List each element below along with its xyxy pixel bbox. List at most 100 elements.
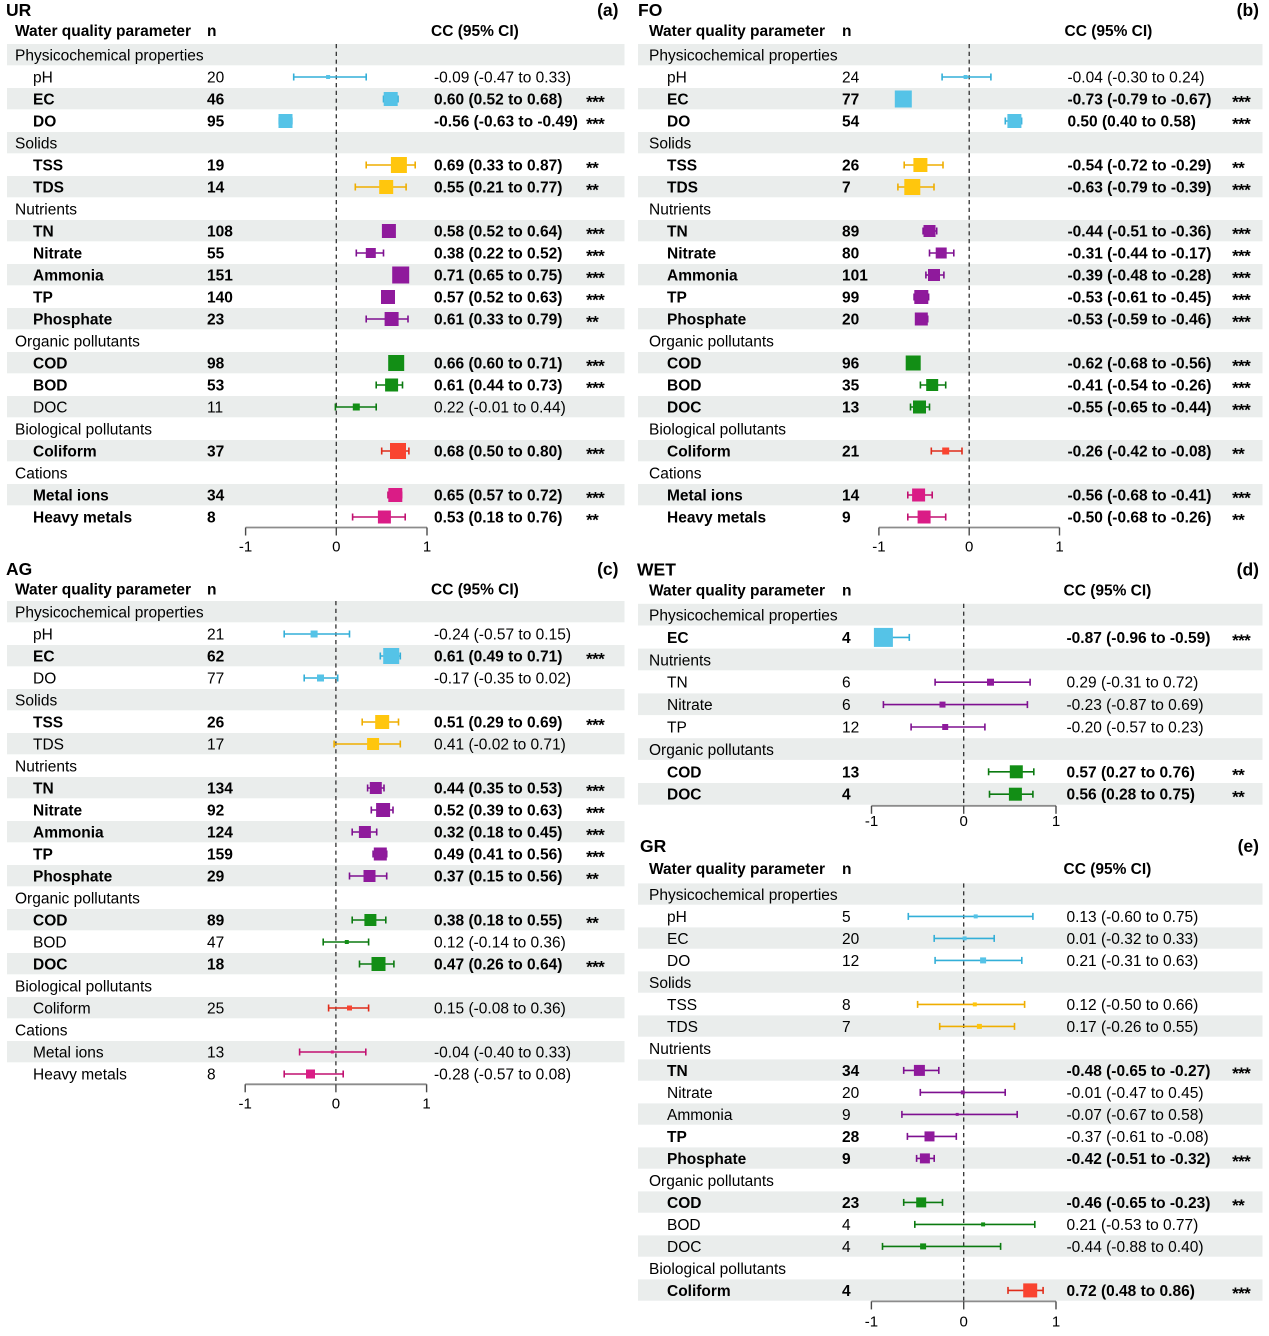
svg-text:1: 1 (423, 539, 431, 556)
svg-text:Cations: Cations (649, 466, 702, 483)
svg-text:n: n (842, 583, 851, 600)
svg-text:*: * (586, 247, 593, 266)
svg-text:-0.26 (-0.42 to -0.08): -0.26 (-0.42 to -0.08) (1068, 444, 1212, 461)
svg-text:DOC: DOC (667, 400, 701, 417)
svg-text:*: * (598, 93, 605, 112)
svg-text:-0.42 (-0.51 to -0.32): -0.42 (-0.51 to -0.32) (1067, 1151, 1211, 1168)
svg-text:*: * (592, 511, 599, 530)
svg-text:18: 18 (207, 957, 225, 974)
svg-text:*: * (586, 804, 593, 823)
svg-text:-0.55 (-0.65 to -0.44): -0.55 (-0.65 to -0.44) (1068, 400, 1212, 417)
svg-text:*: * (598, 958, 605, 977)
svg-text:Water quality parameter: Water quality parameter (649, 583, 825, 600)
svg-text:*: * (1232, 401, 1239, 420)
svg-text:*: * (1244, 1284, 1251, 1303)
svg-text:-1: -1 (872, 539, 885, 556)
svg-text:*: * (1244, 247, 1251, 266)
svg-text:*: * (1238, 765, 1245, 784)
svg-text:-0.39 (-0.48 to -0.28): -0.39 (-0.48 to -0.28) (1068, 268, 1212, 285)
svg-text:*: * (1244, 631, 1251, 650)
svg-text:(c): (c) (597, 559, 618, 579)
svg-text:89: 89 (207, 913, 225, 930)
svg-text:*: * (598, 225, 605, 244)
svg-text:34: 34 (207, 488, 225, 505)
svg-text:34: 34 (842, 1063, 860, 1080)
svg-text:20: 20 (842, 312, 859, 329)
svg-text:n: n (842, 23, 851, 40)
svg-text:-0.09 (-0.47 to 0.33): -0.09 (-0.47 to 0.33) (434, 70, 571, 87)
svg-text:Physicochemical properties: Physicochemical properties (15, 605, 204, 622)
svg-text:Nitrate: Nitrate (667, 697, 713, 714)
svg-text:-0.46 (-0.65 to -0.23): -0.46 (-0.65 to -0.23) (1067, 1195, 1211, 1212)
svg-text:0.15 (-0.08 to 0.36): 0.15 (-0.08 to 0.36) (434, 1001, 566, 1018)
svg-text:COD: COD (667, 1195, 701, 1212)
svg-text:*: * (592, 159, 599, 178)
svg-text:EC: EC (667, 931, 689, 948)
svg-text:*: * (1232, 247, 1239, 266)
svg-text:20: 20 (842, 1085, 860, 1102)
svg-text:Nutrients: Nutrients (15, 202, 77, 219)
svg-text:*: * (1244, 313, 1251, 332)
svg-text:25: 25 (207, 1001, 224, 1018)
svg-text:Ammonia: Ammonia (33, 825, 104, 842)
svg-text:-0.56 (-0.63 to -0.49): -0.56 (-0.63 to -0.49) (434, 114, 578, 131)
svg-text:DO: DO (33, 671, 56, 688)
svg-text:-1: -1 (865, 1314, 878, 1331)
svg-text:DOC: DOC (33, 400, 67, 417)
svg-text:*: * (1238, 93, 1245, 112)
svg-text:-0.63 (-0.79 to -0.39): -0.63 (-0.79 to -0.39) (1068, 180, 1212, 197)
svg-text:*: * (598, 115, 605, 134)
svg-text:BOD: BOD (667, 1217, 701, 1234)
svg-text:Phosphate: Phosphate (33, 312, 113, 329)
svg-text:(e): (e) (1238, 836, 1259, 856)
svg-text:*: * (1232, 269, 1239, 288)
svg-text:*: * (592, 357, 599, 376)
svg-text:*: * (592, 225, 599, 244)
svg-text:-0.07 (-0.67 to 0.58): -0.07 (-0.67 to 0.58) (1067, 1107, 1204, 1124)
svg-text:Biological pollutants: Biological pollutants (15, 422, 152, 439)
svg-text:0: 0 (960, 813, 968, 830)
svg-text:COD: COD (667, 356, 701, 373)
svg-text:Water quality parameter: Water quality parameter (649, 23, 825, 40)
svg-text:*: * (1238, 1064, 1245, 1083)
svg-text:Cations: Cations (15, 1023, 68, 1040)
svg-text:Nitrate: Nitrate (33, 803, 82, 820)
svg-text:7: 7 (842, 180, 851, 197)
svg-text:*: * (586, 269, 593, 288)
svg-text:Coliform: Coliform (33, 444, 97, 461)
svg-text:DO: DO (667, 114, 690, 131)
svg-text:46: 46 (207, 92, 225, 109)
svg-text:11: 11 (207, 400, 223, 417)
svg-text:*: * (1232, 1284, 1239, 1303)
svg-text:*: * (1232, 115, 1239, 134)
svg-text:12: 12 (842, 720, 859, 737)
svg-text:-0.28 (-0.57 to 0.08): -0.28 (-0.57 to 0.08) (434, 1067, 571, 1084)
svg-text:DO: DO (33, 114, 56, 131)
svg-text:*: * (1238, 181, 1245, 200)
svg-text:*: * (1238, 159, 1245, 178)
svg-text:DOC: DOC (667, 1239, 701, 1256)
svg-text:TN: TN (667, 1063, 688, 1080)
svg-text:89: 89 (842, 224, 860, 241)
svg-text:21: 21 (207, 627, 224, 644)
svg-text:0.38 (0.22 to 0.52): 0.38 (0.22 to 0.52) (434, 246, 562, 263)
svg-text:*: * (592, 291, 599, 310)
svg-text:20: 20 (207, 70, 225, 87)
svg-text:*: * (598, 804, 605, 823)
svg-text:*: * (1238, 489, 1245, 508)
svg-text:-0.73 (-0.79 to -0.67): -0.73 (-0.79 to -0.67) (1068, 92, 1212, 109)
svg-text:*: * (1238, 291, 1245, 310)
svg-text:1: 1 (1055, 539, 1063, 556)
svg-text:*: * (598, 357, 605, 376)
svg-text:*: * (592, 489, 599, 508)
svg-text:*: * (592, 914, 599, 933)
svg-text:98: 98 (207, 356, 225, 373)
svg-text:14: 14 (207, 180, 225, 197)
svg-text:9: 9 (842, 1107, 851, 1124)
svg-text:0.49 (0.41 to 0.56): 0.49 (0.41 to 0.56) (434, 847, 562, 864)
svg-text:28: 28 (842, 1129, 860, 1146)
svg-text:*: * (1244, 379, 1251, 398)
svg-text:134: 134 (207, 781, 233, 798)
svg-text:-0.24 (-0.57 to 0.15): -0.24 (-0.57 to 0.15) (434, 627, 571, 644)
svg-text:0.66 (0.60 to 0.71): 0.66 (0.60 to 0.71) (434, 356, 562, 373)
